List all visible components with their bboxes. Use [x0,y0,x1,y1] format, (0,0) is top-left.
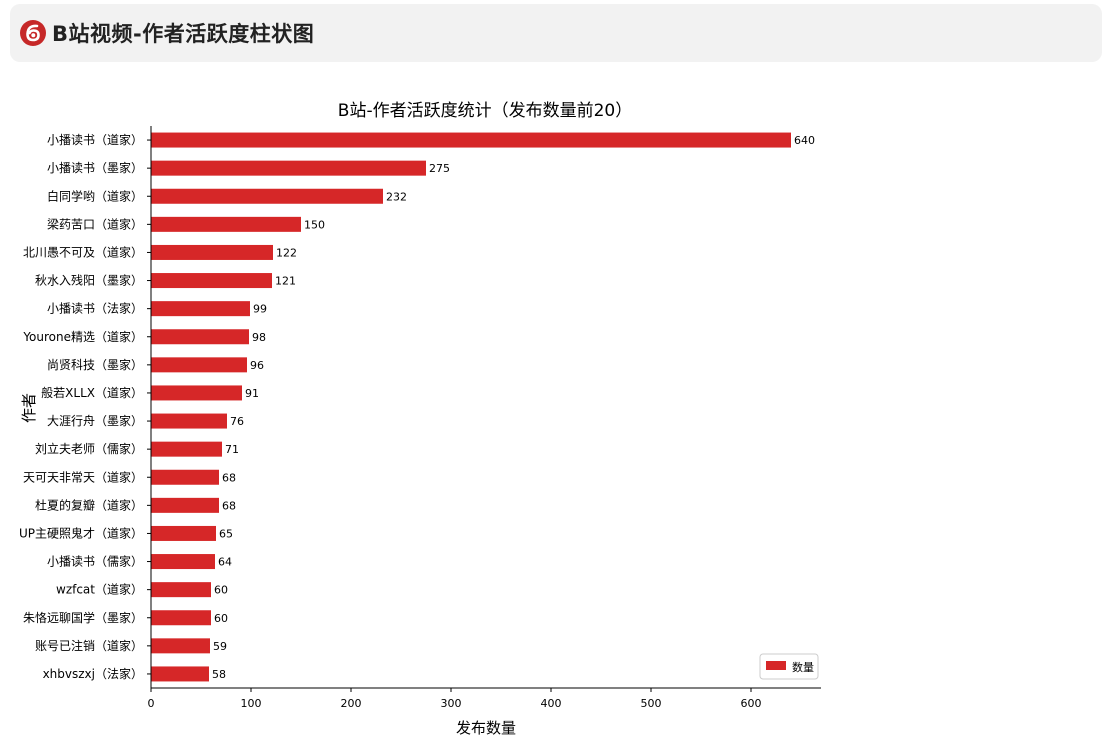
bar-value-label: 275 [429,162,450,175]
bar-chart: B站-作者活跃度统计（发布数量前20） 64027523215012212199… [19,101,821,737]
bar-value-label: 68 [222,471,236,484]
bar [151,441,222,457]
bar-value-label: 99 [253,303,267,316]
bar-value-label: 96 [250,359,264,372]
bar-value-label: 122 [276,246,297,259]
bar-value-label: 64 [218,556,232,569]
bar [151,357,247,373]
app-header: B站视频-作者活跃度柱状图 [10,4,1102,62]
bar-value-label: 150 [304,218,325,231]
x-axis-ticks: 0 100 200 300 400 500 600 [148,688,762,710]
y-tick-label: wzfcat（道家） [56,582,143,597]
y-tick-label: 小播读书（儒家） [47,554,143,569]
bar [151,554,215,570]
legend-label: 数量 [792,661,814,674]
legend-frame [759,653,819,680]
legend: 数量 [759,653,819,680]
bar [151,244,273,260]
bar-value-label: 60 [214,612,228,625]
y-tick-label: Yourone精选（道家） [22,329,143,344]
x-tick-label: 0 [148,697,155,710]
bar [151,301,250,317]
y-axis-label: 作者 [20,393,38,423]
bar-value-label: 640 [794,134,815,147]
y-tick-label: 秋水入残阳（墨家） [35,273,143,288]
bar-value-label: 91 [245,387,259,400]
bar [151,666,209,682]
x-tick-label: 400 [541,697,562,710]
bar-value-label: 59 [213,640,227,653]
y-tick-label: 小播读书（道家） [47,132,143,147]
y-tick-label: UP主硬照鬼才（道家） [19,525,143,540]
bar [151,582,211,598]
y-tick-label: 般若XLLX（道家） [41,385,143,400]
y-tick-label: 梁药苦口（道家） [47,216,143,231]
x-tick-label: 500 [641,697,662,710]
y-tick-label: 尚贤科技（墨家） [47,357,143,372]
value-labels-group: 640 275 232 150 122 121 99 98 96 91 76 71 68 68 65 64 60… [212,134,815,681]
y-tick-label: 朱恪远聊国学（墨家） [23,610,143,625]
y-tick-label: 北川愚不可及（道家） [23,244,143,259]
y-tick-label: 大涯行舟（墨家） [47,413,143,428]
bar-value-label: 76 [230,415,244,428]
y-tick-label: 小播读书（墨家） [47,160,143,175]
bar-value-label: 232 [386,190,407,203]
bar [151,497,219,513]
bar [151,385,242,401]
y-tick-label: 刘立夫老师（儒家） [35,441,143,456]
bar [151,160,426,176]
x-tick-label: 300 [441,697,462,710]
bar-value-label: 121 [275,275,296,288]
bar [151,188,383,204]
bar [151,273,272,289]
y-tick-label: 账号已注销（道家） [35,638,143,653]
chart-title: B站-作者活跃度统计（发布数量前20） [338,101,632,121]
y-tick-label: 白同学哟（道家） [47,188,143,203]
bar [151,610,211,626]
y-tick-label: 小播读书（法家） [47,301,143,316]
legend-swatch [766,661,786,670]
x-tick-label: 600 [741,697,762,710]
y-tick-label: 杜夏的复瓣（道家） [35,497,143,512]
y-tick-label: xhbvszxj（法家） [43,666,143,681]
y-tick-label: 天可天非常天（道家） [23,469,143,484]
x-tick-label: 200 [341,697,362,710]
x-axis-label: 发布数量 [456,719,516,737]
bar-value-label: 58 [212,668,226,681]
bar [151,413,227,429]
bar [151,216,301,232]
x-tick-label: 100 [241,697,262,710]
bar-value-label: 71 [225,443,239,456]
bar [151,469,219,485]
bar-value-label: 60 [214,584,228,597]
bar-value-label: 65 [219,527,233,540]
bilibili-logo-icon [20,20,46,46]
bar [151,329,249,345]
bars-group [151,132,791,682]
y-axis-ticks: 小播读书（道家） 小播读书（墨家） 白同学哟（道家） 梁药苦口（道家） 北川愚不可及（道… [19,132,151,681]
bar [151,638,210,654]
app-title: B站视频-作者活跃度柱状图 [52,22,315,46]
bar [151,132,791,148]
bar-value-label: 68 [222,499,236,512]
bar [151,525,216,541]
bar-value-label: 98 [252,331,266,344]
